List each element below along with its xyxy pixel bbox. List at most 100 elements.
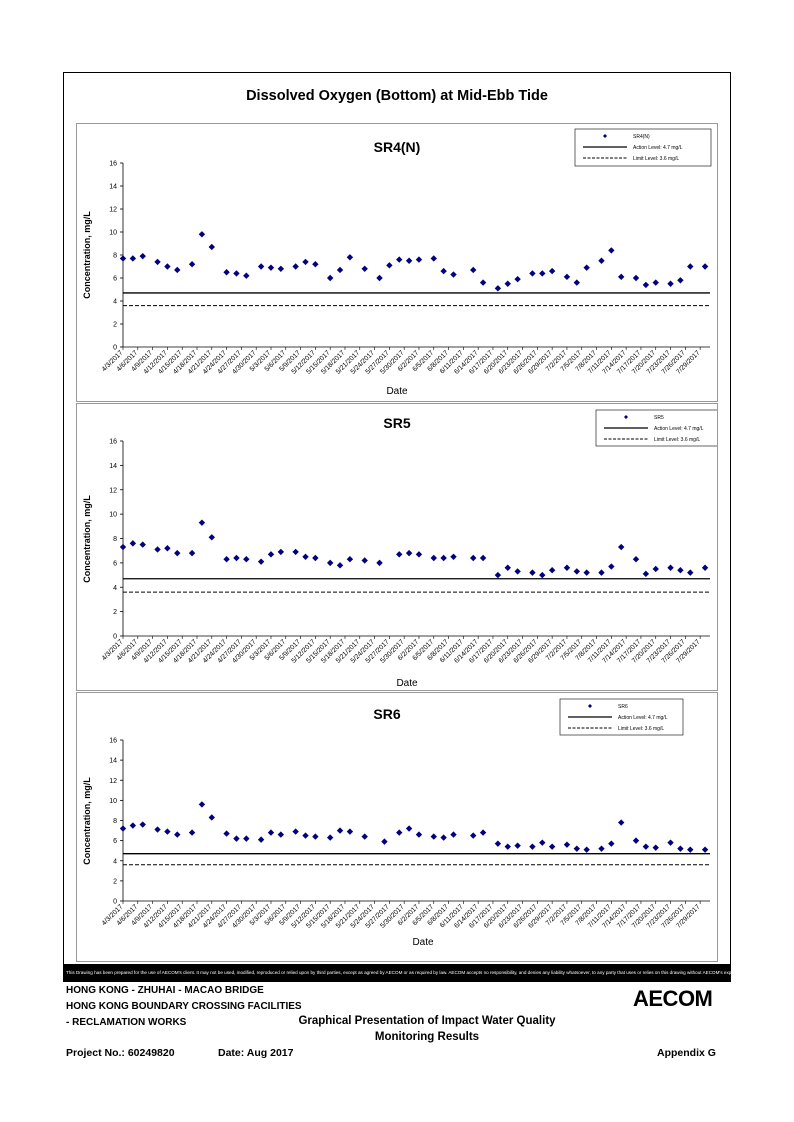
data-point xyxy=(154,826,161,833)
y-tick-label: 0 xyxy=(113,899,117,906)
data-point xyxy=(302,553,309,560)
data-point xyxy=(223,830,230,837)
data-point xyxy=(652,279,659,286)
y-tick-label: 6 xyxy=(113,560,117,567)
data-point xyxy=(292,263,299,270)
legend-entry-series: SR5 xyxy=(654,415,664,421)
data-point xyxy=(361,833,368,840)
y-tick-label: 8 xyxy=(113,253,117,260)
data-point xyxy=(198,519,206,526)
data-point xyxy=(208,243,215,251)
data-point xyxy=(667,564,674,571)
appendix-label: Appendix G xyxy=(657,1047,716,1059)
data-point xyxy=(470,554,477,562)
data-point xyxy=(548,843,556,850)
y-tick-label: 14 xyxy=(109,463,117,470)
data-point xyxy=(504,280,511,287)
data-point xyxy=(514,568,521,575)
data-point xyxy=(346,254,354,261)
data-point xyxy=(139,541,146,548)
data-point xyxy=(302,832,309,839)
page-title: Dissolved Oxygen (Bottom) at Mid-Ebb Tid… xyxy=(246,88,548,104)
chart-sr4n: 02468101214164/3/20174/6/20174/9/20174/1… xyxy=(82,128,712,397)
data-point xyxy=(336,266,344,274)
y-tick-label: 2 xyxy=(113,878,117,885)
data-point xyxy=(386,262,393,269)
y-tick-label: 12 xyxy=(109,487,117,494)
data-point xyxy=(376,274,383,282)
presentation-title-line-1: Graphical Presentation of Impact Water Q… xyxy=(298,1015,556,1027)
data-point xyxy=(494,285,502,292)
data-point xyxy=(396,256,403,263)
presentation-title: Graphical Presentation of Impact Water Q… xyxy=(262,1013,592,1045)
data-point xyxy=(381,838,388,845)
data-point xyxy=(405,825,413,832)
data-point xyxy=(632,556,640,563)
data-point xyxy=(687,263,694,270)
drawing-date: Date: Aug 2017 xyxy=(218,1047,294,1059)
data-point xyxy=(405,549,413,557)
legend-entry-limit: Limit Level: 3.6 mg/L xyxy=(618,726,664,732)
chart-sr5: 02468101214164/3/20174/6/20174/9/20174/1… xyxy=(82,409,717,689)
legend-marker-series xyxy=(603,134,607,138)
data-point xyxy=(539,839,546,846)
chart-panel-sr4n: 0 2 4 6 8 10 12 14 16 4/3/2017 4/6/2017 4/9/2017 4/1… xyxy=(76,123,718,402)
data-point xyxy=(430,554,437,562)
data-point xyxy=(618,273,625,281)
y-tick-label: 10 xyxy=(109,512,117,519)
data-point xyxy=(346,556,354,563)
data-point xyxy=(642,281,650,289)
y-tick-label: 10 xyxy=(109,798,117,805)
presentation-title-line-2: Monitoring Results xyxy=(374,1031,480,1043)
data-point xyxy=(257,836,265,843)
data-point xyxy=(642,843,650,850)
data-point xyxy=(563,841,571,848)
data-point xyxy=(687,569,694,576)
footer-project-line-1: HONG KONG - ZHUHAI - MACAO BRIDGE xyxy=(66,985,264,996)
x-axis-label: Date xyxy=(412,937,434,948)
y-tick-label: 12 xyxy=(109,207,117,214)
legend-entry-series: SR4(N) xyxy=(633,134,650,140)
data-point xyxy=(233,835,240,842)
data-point xyxy=(583,264,590,271)
data-point xyxy=(267,551,275,558)
data-point xyxy=(129,540,137,547)
data-point xyxy=(415,256,423,263)
data-point xyxy=(164,545,171,552)
chart-panel-sr5: 0 2 4 6 8 10 12 14 16 4/3/2017 4/6/2017 4/9/2017 4/1… xyxy=(76,403,718,691)
data-point xyxy=(514,275,521,283)
data-point xyxy=(642,570,650,578)
data-point xyxy=(504,564,511,571)
data-point xyxy=(504,843,511,850)
data-point xyxy=(598,569,605,576)
data-point xyxy=(494,840,502,847)
data-point xyxy=(336,827,344,834)
y-tick-label: 0 xyxy=(113,634,117,641)
data-point xyxy=(361,557,368,564)
data-point xyxy=(608,247,615,254)
data-point xyxy=(652,565,659,573)
data-point xyxy=(677,277,684,284)
data-point xyxy=(701,263,709,270)
y-tick-label: 4 xyxy=(113,299,117,306)
data-point xyxy=(188,549,196,557)
data-point xyxy=(405,257,413,264)
y-tick-label: 8 xyxy=(113,818,117,825)
data-point xyxy=(608,840,615,847)
data-point xyxy=(583,569,590,576)
data-point xyxy=(174,549,181,557)
data-point xyxy=(701,846,709,853)
data-point xyxy=(415,831,423,838)
data-point xyxy=(376,559,383,567)
data-point xyxy=(494,571,502,579)
data-point xyxy=(632,837,640,844)
data-point xyxy=(361,265,368,272)
data-point xyxy=(164,828,171,835)
data-point xyxy=(632,274,640,282)
data-point xyxy=(450,831,457,838)
y-axis-label: Concentration, mg/L xyxy=(82,777,92,865)
data-point xyxy=(243,272,250,279)
data-point xyxy=(677,845,684,852)
y-tick-label: 10 xyxy=(109,230,117,237)
data-point xyxy=(598,845,605,852)
